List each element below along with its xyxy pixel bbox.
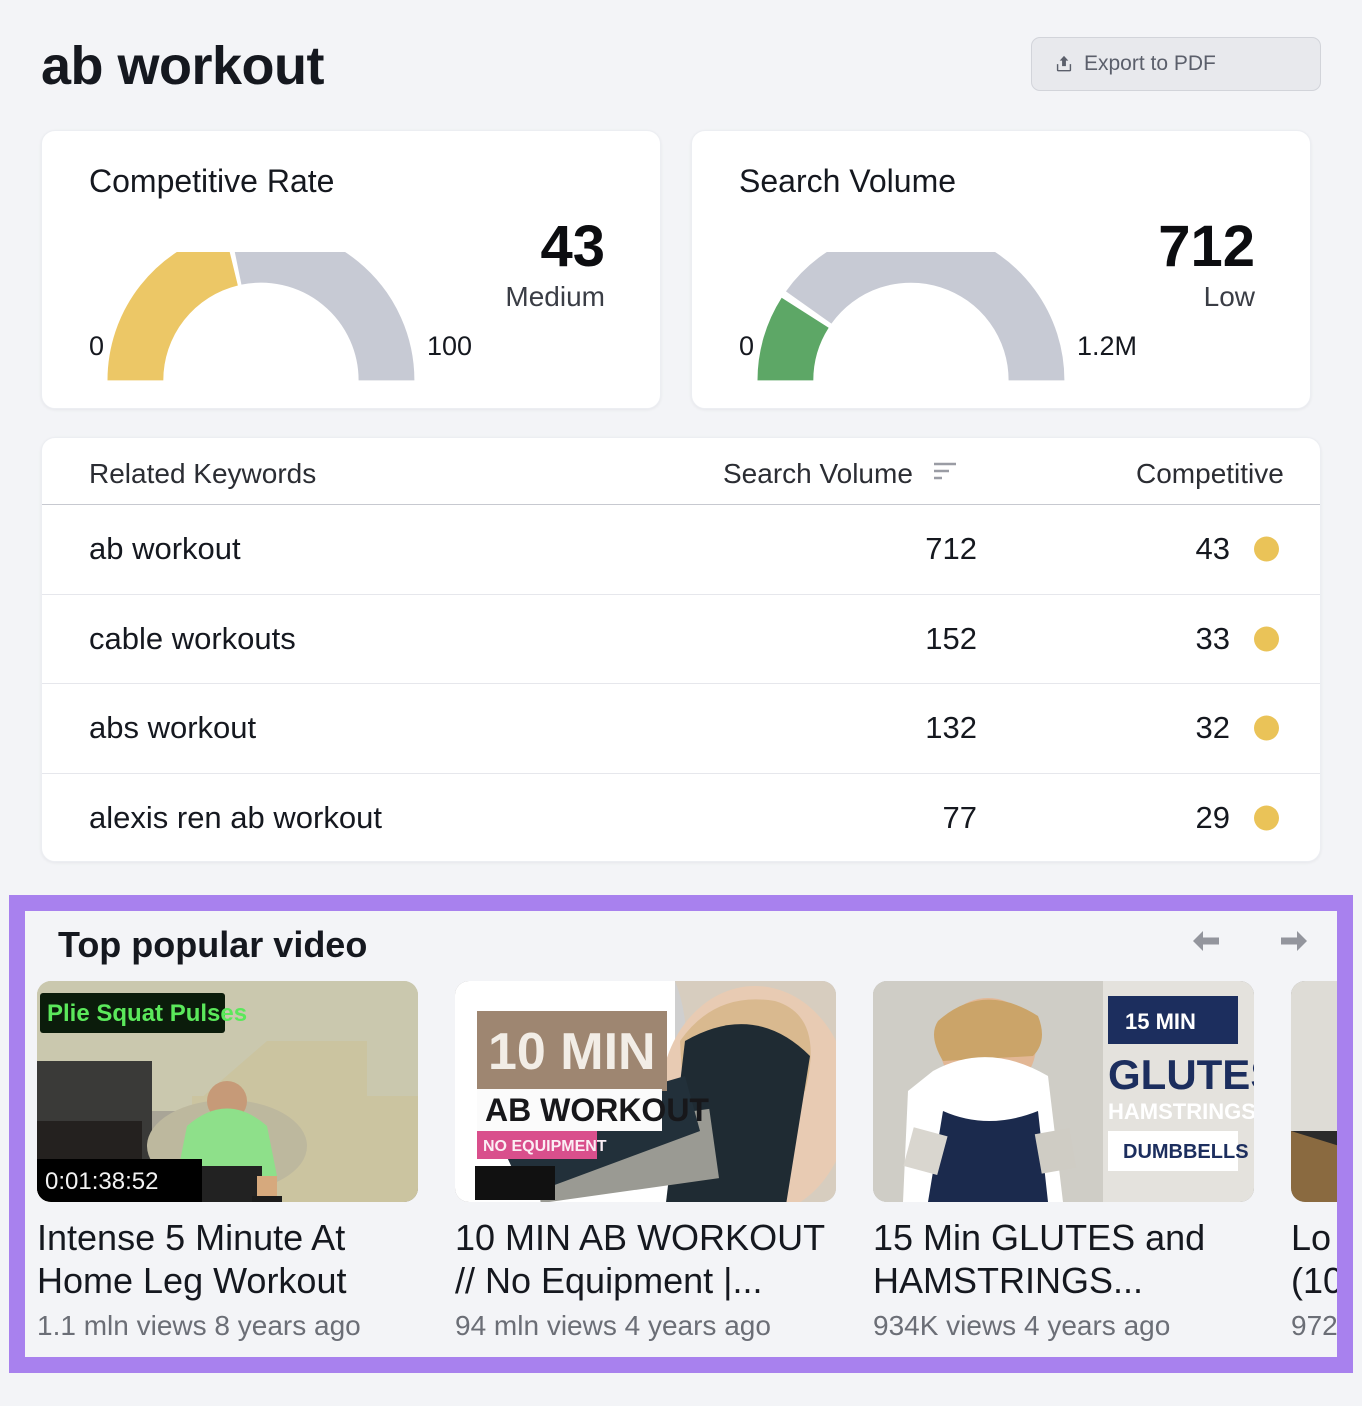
svg-text:Plie Squat Pulses: Plie Squat Pulses xyxy=(47,1000,247,1027)
svg-text:HAMSTRINGS: HAMSTRINGS xyxy=(1108,1099,1254,1124)
svg-text:AB WORKOUT: AB WORKOUT xyxy=(485,1092,709,1128)
svg-text:10 MIN: 10 MIN xyxy=(488,1023,656,1081)
svg-text:DUMBBELLS: DUMBBELLS xyxy=(1123,1141,1249,1163)
svg-text:0:01:38:52: 0:01:38:52 xyxy=(45,1168,158,1195)
svg-text:15 MIN: 15 MIN xyxy=(1125,1009,1196,1034)
svg-text:GLUTES: GLUTES xyxy=(1108,1051,1254,1098)
svg-text:NO EQUIPMENT: NO EQUIPMENT xyxy=(483,1138,607,1155)
